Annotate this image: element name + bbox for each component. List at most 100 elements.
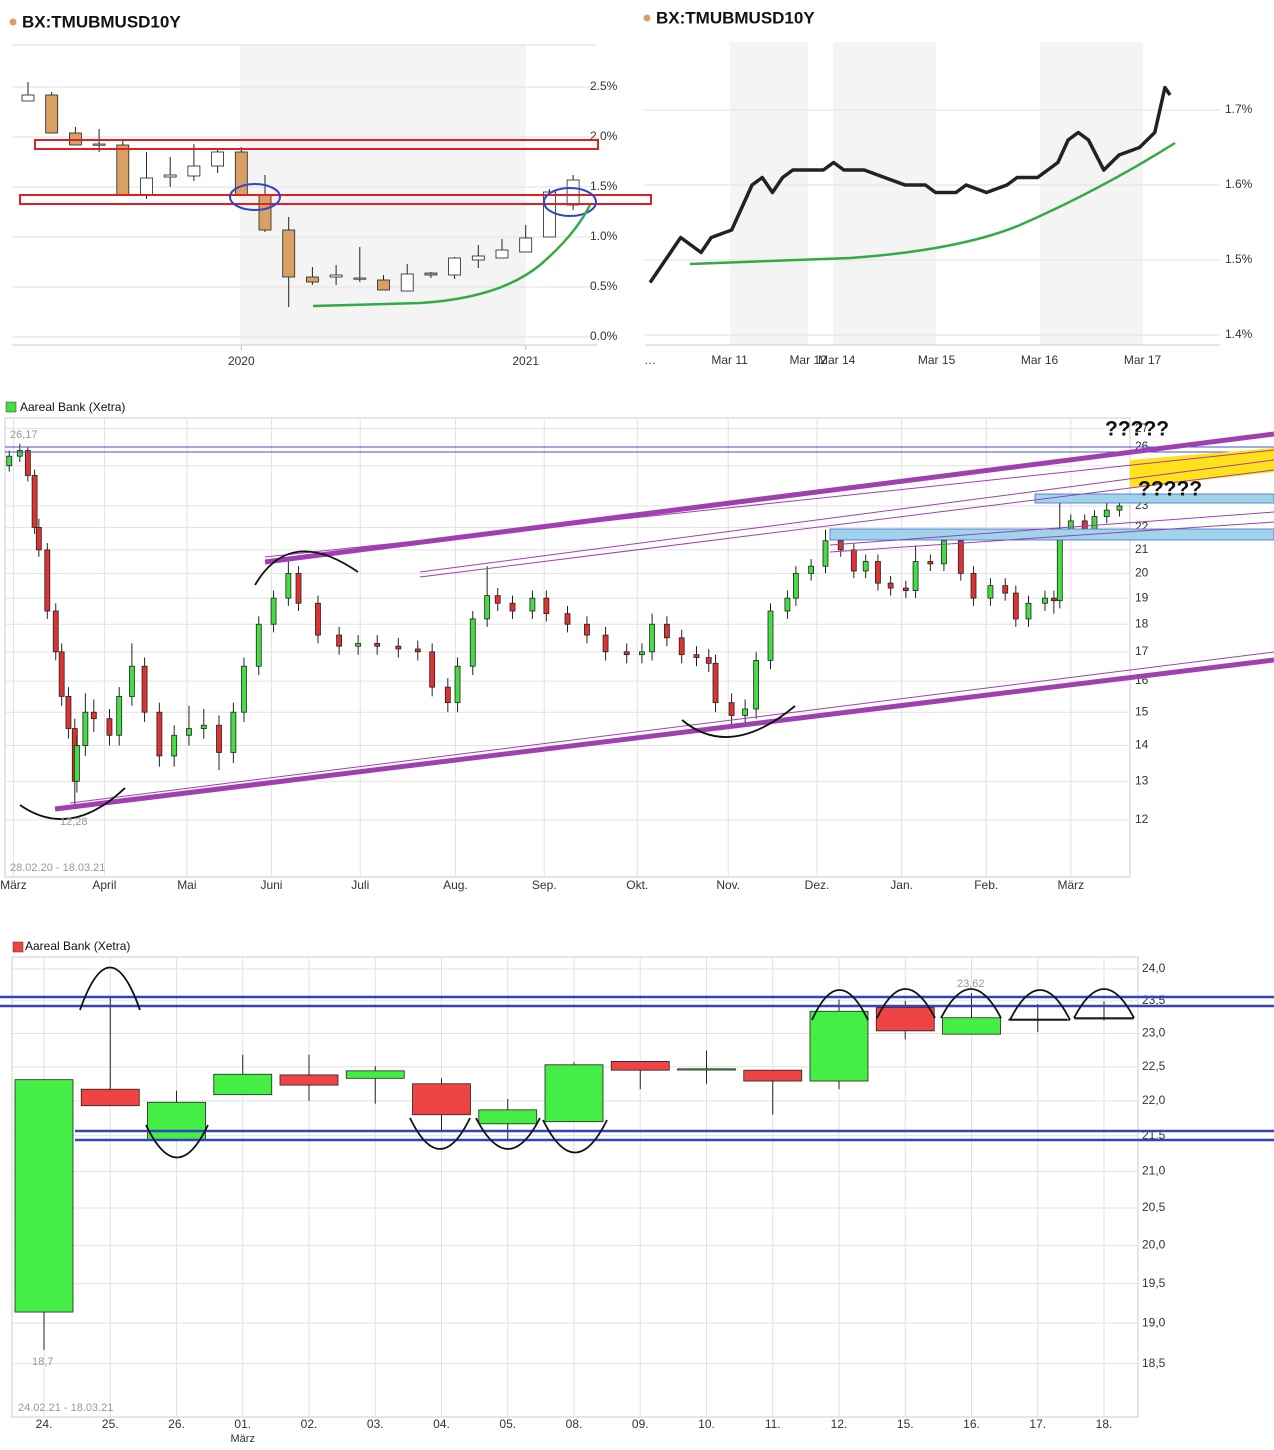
candle-body [1091, 516, 1098, 531]
candle-body [345, 1070, 405, 1079]
candle-body [315, 602, 321, 636]
circle-mark [229, 183, 281, 211]
candle-body [519, 237, 533, 253]
candle-body [73, 745, 80, 782]
candle-body [767, 610, 774, 661]
candle-body [602, 634, 609, 653]
x-tick-label: 24. [36, 1417, 53, 1431]
candle-body [875, 1006, 935, 1032]
date-range: 24.02.21 - 18.03.21 [18, 1402, 113, 1414]
candle-body [484, 595, 491, 620]
candle-body [1012, 592, 1019, 620]
candle-body [353, 277, 367, 280]
candle-body [705, 657, 712, 664]
candle-body [469, 618, 476, 667]
x-tick-label: Juli [351, 878, 369, 892]
candle-body [400, 273, 414, 292]
y-tick-label: 1.4% [1225, 327, 1253, 341]
y-tick-label: 1.7% [1225, 102, 1253, 116]
candle-body [90, 711, 97, 720]
x-tick-label: Juni [260, 878, 282, 892]
candle-body [116, 144, 130, 196]
candle-body [478, 1109, 538, 1125]
y-tick-label: 14 [1135, 738, 1149, 752]
candle-body [1103, 509, 1110, 517]
channel-line [419, 469, 1274, 578]
arc-mark [79, 966, 141, 1011]
x-tick-label: April [92, 878, 116, 892]
x-tick-label: Dez. [805, 878, 830, 892]
channel-line [419, 459, 1274, 573]
x-tick-label: Mar 16 [1021, 353, 1059, 367]
candle-body [742, 708, 749, 716]
candle-body [850, 549, 857, 572]
candle-body [623, 651, 630, 656]
candle-body [544, 1064, 604, 1123]
candle-body [374, 642, 381, 647]
candle-body [80, 1088, 140, 1107]
candle-body [377, 279, 390, 291]
candle-body [927, 561, 934, 565]
x-tick-label: Nov. [716, 878, 740, 892]
arc-mark [145, 1124, 209, 1159]
high-label: 23,62 [957, 978, 985, 990]
y-tick-label: 21,0 [1142, 1164, 1166, 1178]
candle-body [1042, 597, 1048, 604]
candle-body [663, 623, 670, 639]
channel-line [264, 449, 1274, 558]
low-label: 18,7 [32, 1356, 53, 1368]
x-tick-label: Aug. [443, 878, 468, 892]
candle-body [65, 695, 72, 729]
candle-body [942, 1017, 1001, 1035]
candle-body [639, 651, 645, 656]
arc-mark [940, 988, 1002, 1019]
candle-body [52, 610, 59, 653]
circle-mark [543, 187, 597, 217]
legend-swatch [12, 941, 24, 953]
plot-frame [11, 956, 1139, 1418]
candle-body [106, 718, 113, 736]
plot-frame [4, 417, 1131, 878]
candle-body [753, 660, 760, 710]
candle-body [16, 450, 23, 457]
candle-body [255, 623, 262, 667]
y-tick-label: 19,0 [1142, 1315, 1166, 1329]
title-dot [9, 18, 17, 26]
candle-body [677, 1068, 736, 1071]
y-tick-label: 20,0 [1142, 1238, 1166, 1252]
trend-curve [312, 204, 592, 308]
y-tick-label: 0.5% [590, 279, 618, 293]
candle-body [792, 573, 799, 599]
x-tick-label: Jan. [890, 878, 913, 892]
date-range: 28.02.20 - 18.03.21 [10, 862, 105, 874]
y-tick-label: 1.6% [1225, 177, 1253, 191]
candle-body [213, 1073, 273, 1096]
y-tick-label: 18,5 [1142, 1356, 1166, 1370]
channel-line [54, 657, 1274, 812]
candle-body [808, 565, 815, 574]
candle-body [495, 249, 509, 259]
candle-body [336, 634, 343, 647]
x-tick-label: 17. [1029, 1417, 1046, 1431]
candle-body [941, 540, 947, 565]
arc-mark [1073, 988, 1135, 1019]
candle-body [566, 179, 580, 206]
candle-body [329, 274, 343, 278]
candle-body [230, 711, 237, 753]
x-tick-label: 25. [102, 1417, 119, 1431]
x-tick-label: Mar 11 [711, 353, 748, 367]
candle-body [822, 540, 829, 567]
x-tick-label: Mar 15 [918, 353, 956, 367]
y-tick-label: 1.0% [590, 229, 618, 243]
title-dot [643, 14, 651, 22]
y-tick-label: 15 [1135, 704, 1149, 718]
candle-body [875, 561, 881, 584]
arc-mark [1009, 989, 1071, 1021]
candle-body [693, 654, 700, 658]
candle-body [529, 597, 536, 612]
x-tick-label: 2021 [512, 354, 539, 368]
arc-mark [475, 1117, 541, 1150]
candle-body [649, 623, 655, 653]
y-tick-label: 13 [1135, 773, 1149, 787]
y-tick-label: 22,0 [1142, 1093, 1166, 1107]
